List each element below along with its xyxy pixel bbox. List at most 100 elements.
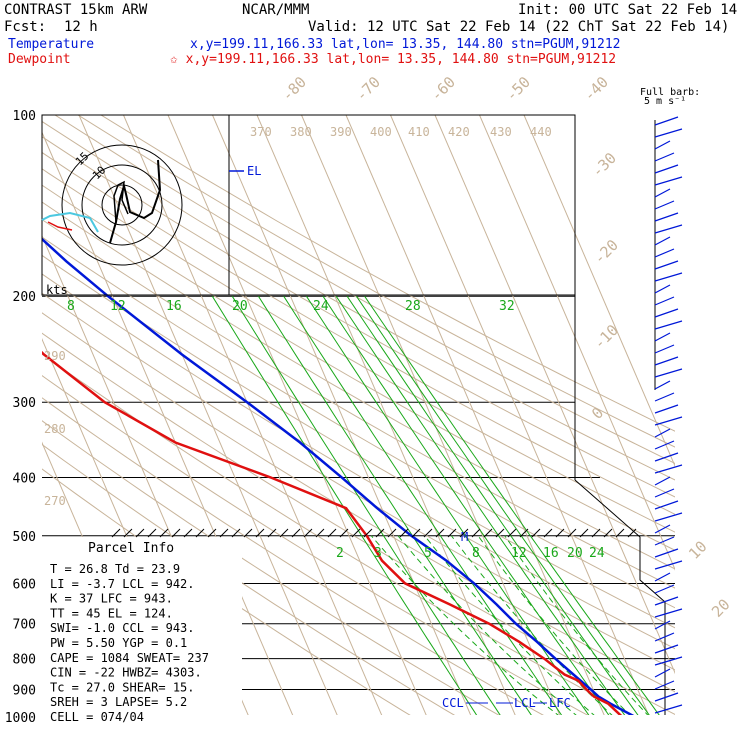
parcel-info-row: SWI= -1.0 CCL = 943. bbox=[50, 621, 195, 635]
mixing-ratio-line bbox=[211, 295, 478, 715]
temperature-legend: Temperature bbox=[8, 37, 94, 52]
pressure-tick-label: 400 bbox=[13, 471, 36, 486]
isotherm-line bbox=[167, 115, 427, 715]
mixing-ratio-tick-label: 24 bbox=[589, 546, 605, 561]
init-time: Init: 00 UTC Sat 22 Feb 14 bbox=[518, 2, 737, 18]
wind-barb bbox=[654, 620, 671, 630]
dry-adiabat bbox=[42, 420, 500, 715]
mixing-ratio-tick-label: 8 bbox=[67, 299, 75, 314]
wind-barb bbox=[654, 272, 683, 282]
wind-barb bbox=[654, 188, 671, 198]
parcel-info-row: SREH = 3 LAPSE= 5.2 bbox=[50, 695, 187, 709]
mixing-ratio-line bbox=[305, 295, 590, 715]
wind-barb bbox=[654, 476, 671, 486]
dewpoint-trace bbox=[42, 350, 623, 715]
model-title: CONTRAST 15km ARW bbox=[4, 2, 148, 18]
freezing-hatch bbox=[363, 528, 373, 538]
wind-barb bbox=[654, 704, 683, 714]
freezing-hatch bbox=[399, 528, 409, 538]
temperature-trace bbox=[42, 237, 635, 715]
wind-barb bbox=[654, 584, 675, 594]
kts-label: kts bbox=[46, 283, 68, 297]
hodograph: 15 10 kts bbox=[41, 115, 230, 297]
dewpoint-location: ✩ x,y=199.11,166.33 lat,lon= 13.35, 144.… bbox=[170, 52, 616, 67]
theta-tick-label: 380 bbox=[290, 125, 312, 139]
barb-legend-units: 5 m s⁻¹ bbox=[644, 96, 686, 107]
isotherm-tick-label: -50 bbox=[502, 73, 534, 105]
wind-barb bbox=[654, 332, 671, 342]
dry-adiabat bbox=[54, 115, 675, 464]
mixing-ratio-line bbox=[355, 295, 650, 715]
dry-adiabat bbox=[42, 397, 544, 715]
parcel-info-row: Tc = 27.0 SHEAR= 15. bbox=[50, 680, 195, 694]
moist-adiabat bbox=[477, 535, 631, 715]
freezing-hatch bbox=[183, 528, 193, 538]
parcel-info-row: CELL = 074/04 bbox=[50, 710, 144, 724]
freezing-hatch bbox=[327, 528, 337, 538]
wind-barb bbox=[654, 164, 679, 174]
freezing-hatch bbox=[291, 528, 301, 538]
freezing-hatch bbox=[135, 528, 145, 538]
wind-barb bbox=[654, 644, 679, 654]
hodograph-ring-15: 15 bbox=[73, 150, 92, 169]
wind-barb bbox=[654, 536, 675, 546]
wind-barb bbox=[654, 320, 683, 330]
theta-tick-label: 290 bbox=[44, 349, 66, 363]
isotherm-tick-label: -10 bbox=[590, 321, 622, 353]
parcel-info-row: TT = 45 EL = 124. bbox=[50, 606, 173, 620]
pressure-tick-label: 200 bbox=[13, 290, 36, 305]
m-marker: M bbox=[461, 530, 468, 544]
wind-barb bbox=[654, 656, 683, 666]
mixing-ratio-tick-label: 3 bbox=[374, 546, 382, 561]
el-label: EL bbox=[247, 164, 261, 178]
wind-barb bbox=[654, 296, 675, 306]
theta-tick-label: 370 bbox=[250, 125, 272, 139]
freezing-hatch bbox=[567, 528, 577, 538]
mixing-ratio-tick-label: 20 bbox=[567, 546, 583, 561]
pressure-tick-label: 800 bbox=[13, 653, 36, 668]
wind-barb bbox=[654, 368, 683, 378]
freezing-hatch bbox=[219, 528, 229, 538]
wind-barb bbox=[654, 248, 675, 258]
isotherm-line bbox=[123, 115, 383, 715]
wind-barb bbox=[654, 260, 679, 270]
freezing-hatch bbox=[519, 528, 529, 538]
freezing-hatch bbox=[411, 528, 421, 538]
pressure-tick-label: 700 bbox=[13, 618, 36, 633]
isotherm-tick-label: -40 bbox=[580, 73, 612, 105]
freezing-hatch bbox=[351, 528, 361, 538]
wind-barb bbox=[654, 548, 679, 558]
wind-barb bbox=[654, 632, 675, 642]
mixing-ratio-tick-label: 5 bbox=[424, 546, 432, 561]
isotherm-tick-label: -60 bbox=[427, 73, 459, 105]
dry-adiabat bbox=[42, 236, 675, 609]
mixing-ratio-tick-label: 28 bbox=[405, 299, 421, 314]
wind-barb bbox=[654, 344, 675, 354]
wind-barb bbox=[654, 404, 679, 414]
forecast-hour: 12 h bbox=[64, 19, 98, 35]
profile-curves bbox=[42, 237, 635, 715]
mixing-ratio-line bbox=[283, 295, 563, 715]
theta-tick-label: 430 bbox=[490, 125, 512, 139]
dry-adiabat bbox=[42, 136, 675, 498]
mixing-ratio-tick-label: 24 bbox=[313, 299, 329, 314]
wind-barb bbox=[654, 524, 671, 534]
hodograph-trace bbox=[109, 159, 162, 244]
moist-adiabat bbox=[424, 535, 595, 715]
mixing-ratio-tick-label: 2 bbox=[336, 546, 344, 561]
ccl-label: CCL bbox=[442, 696, 464, 710]
pressure-tick-label: 500 bbox=[13, 530, 36, 545]
wind-barb bbox=[654, 692, 679, 702]
dry-adiabat bbox=[100, 115, 675, 432]
isotherm-tick-label: -80 bbox=[278, 73, 310, 105]
wind-barb bbox=[654, 428, 671, 438]
isotherm-line bbox=[345, 115, 605, 715]
theta-tick-label: 410 bbox=[408, 125, 430, 139]
mixing-ratio-tick-label: 12 bbox=[110, 299, 126, 314]
parcel-info-row: CIN = -22 HWBZ= 4303. bbox=[50, 666, 202, 680]
wind-barb bbox=[654, 176, 683, 186]
freezing-hatch bbox=[471, 528, 481, 538]
wind-barb bbox=[654, 356, 679, 366]
isotherm-line bbox=[479, 115, 675, 571]
